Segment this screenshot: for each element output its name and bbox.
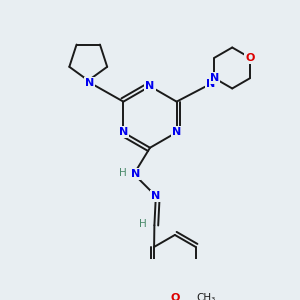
- Text: CH₃: CH₃: [196, 292, 215, 300]
- Text: H: H: [119, 168, 127, 178]
- Text: N: N: [146, 81, 154, 91]
- Text: N: N: [172, 128, 181, 137]
- Text: N: N: [119, 128, 128, 137]
- Text: N: N: [151, 191, 160, 201]
- Text: H: H: [139, 219, 147, 229]
- Text: O: O: [170, 292, 180, 300]
- Text: N: N: [85, 78, 94, 88]
- Text: N: N: [210, 73, 219, 83]
- Text: N: N: [131, 169, 140, 179]
- Text: N: N: [206, 79, 215, 89]
- Text: O: O: [245, 53, 255, 63]
